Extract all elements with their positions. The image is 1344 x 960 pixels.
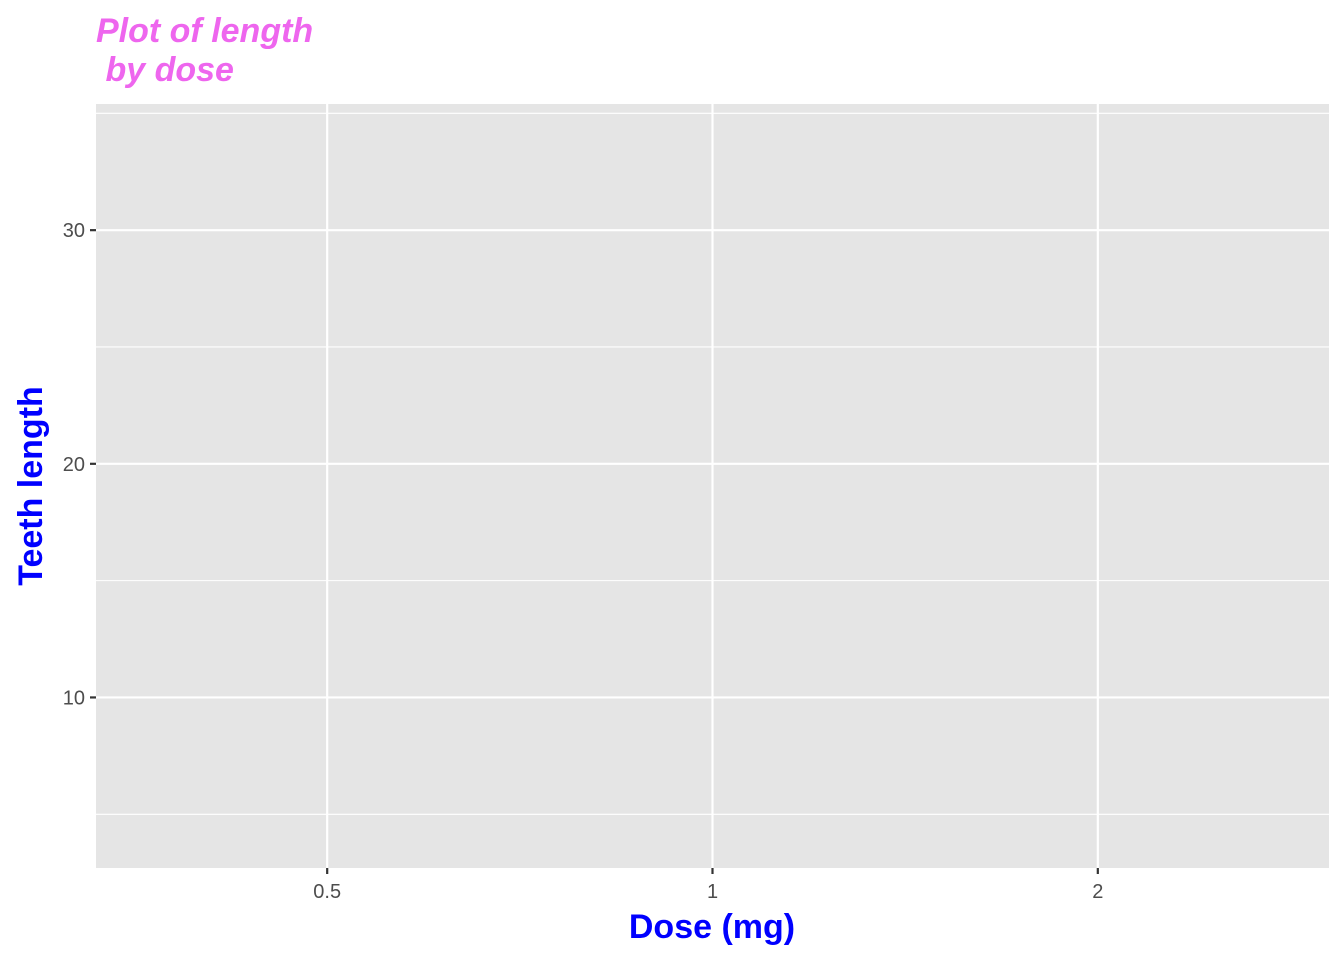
y-tick-label: 20 — [63, 454, 85, 476]
x-tick-label: 0.5 — [313, 881, 341, 903]
chart-title-line-1: Plot of length — [96, 12, 313, 50]
y-tick-label: 10 — [63, 687, 85, 709]
y-axis-title: Teeth length — [12, 386, 50, 586]
y-tick-label: 30 — [63, 220, 85, 242]
x-axis-title: Dose (mg) — [629, 908, 795, 946]
axes: 10 20 30 0.5 1 2 — [63, 220, 1104, 903]
x-tick-label: 2 — [1092, 881, 1103, 903]
grid-lines — [96, 104, 1329, 868]
x-tick-label: 1 — [707, 881, 718, 903]
chart-title-line-2: by dose — [96, 51, 234, 89]
